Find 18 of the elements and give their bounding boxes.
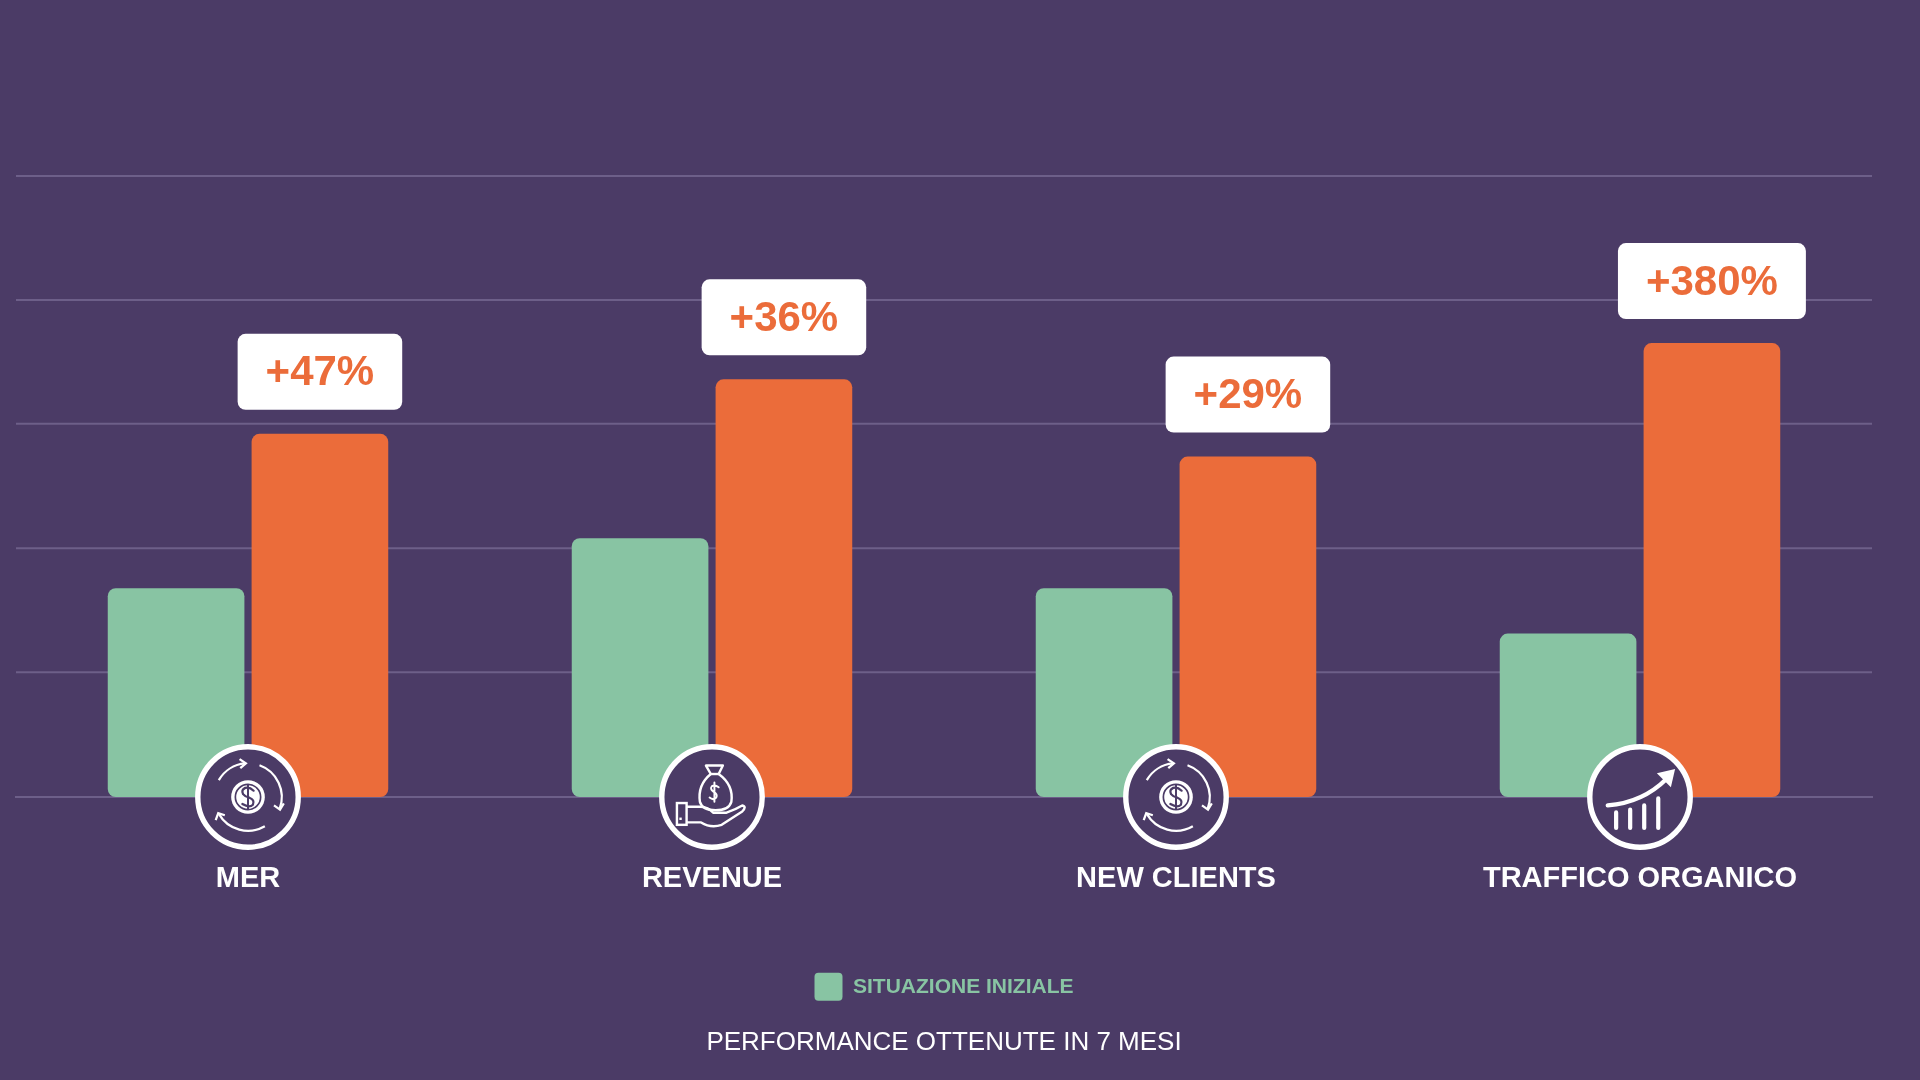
bar [1643, 343, 1781, 797]
x-tick-label: TRAFFICO ORGANICO [1482, 861, 1798, 894]
text: +36% [729, 292, 839, 340]
bar [251, 433, 389, 797]
x-tick-label: NEW CLIENTS [1076, 861, 1276, 894]
bar [107, 588, 245, 797]
bar [1179, 456, 1317, 797]
bar [715, 379, 853, 797]
annotation: +29% [1193, 370, 1303, 418]
text: PERFORMANCE OTTENUTE IN 7 MESI [706, 1025, 1182, 1056]
legend-label: SITUAZIONE INIZIALE [853, 973, 1074, 997]
bar [571, 538, 709, 797]
bar [1035, 588, 1173, 797]
x-tick-label: MER [215, 861, 281, 894]
x-tick-label: REVENUE [641, 861, 783, 894]
text: +380% [1645, 256, 1778, 304]
annotation: +47% [265, 347, 375, 395]
bar [1499, 633, 1637, 797]
